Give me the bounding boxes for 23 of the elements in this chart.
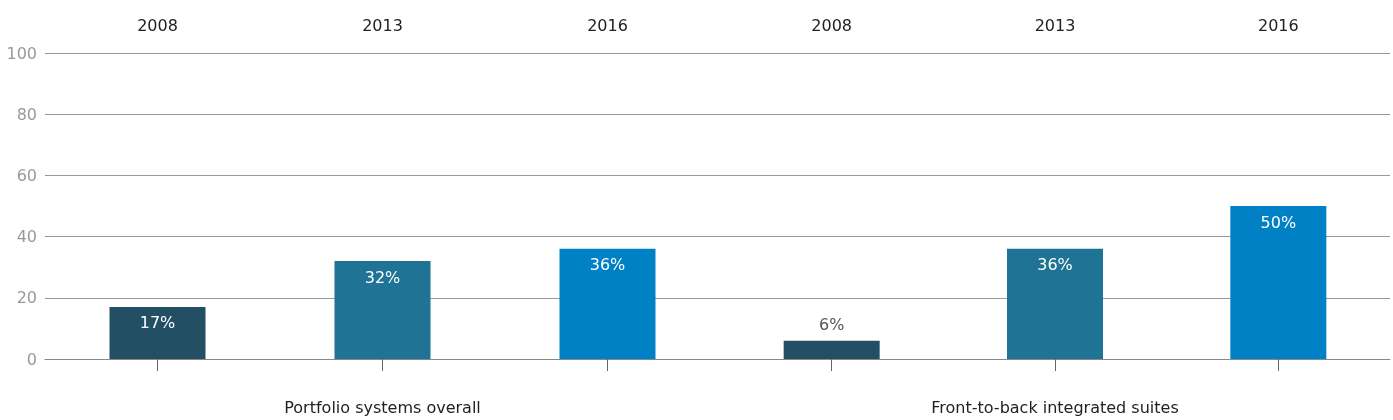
data-label: 36% — [1037, 255, 1073, 275]
data-label: 36% — [589, 255, 626, 275]
x-tick-label: 2016 — [587, 15, 628, 35]
y-tick-label: 100 — [6, 43, 37, 63]
bar — [334, 261, 431, 359]
y-tick-label: 80 — [16, 104, 37, 124]
y-tick-label: 20 — [16, 288, 37, 308]
x-tick-label: 2008 — [811, 15, 853, 35]
bar — [109, 306, 206, 359]
x-tick-label: 2008 — [137, 15, 178, 35]
data-label: 32% — [364, 267, 401, 287]
y-tick-label: 60 — [16, 165, 37, 185]
data-label: 6% — [818, 315, 845, 335]
x-axis-title: Portfolio systems overall — [284, 397, 481, 417]
x-tick-label: 2016 — [1257, 15, 1299, 35]
bar — [559, 248, 656, 359]
y-tick-label: 40 — [16, 227, 37, 247]
x-tick-label: 2013 — [362, 15, 403, 35]
data-label: 50% — [1260, 212, 1297, 232]
x-tick-label: 2013 — [1034, 15, 1076, 35]
data-label: 17% — [139, 313, 176, 333]
x-axis-title: Front-to-back integrated suites — [931, 397, 1179, 417]
y-tick-label: 0 — [26, 349, 37, 369]
